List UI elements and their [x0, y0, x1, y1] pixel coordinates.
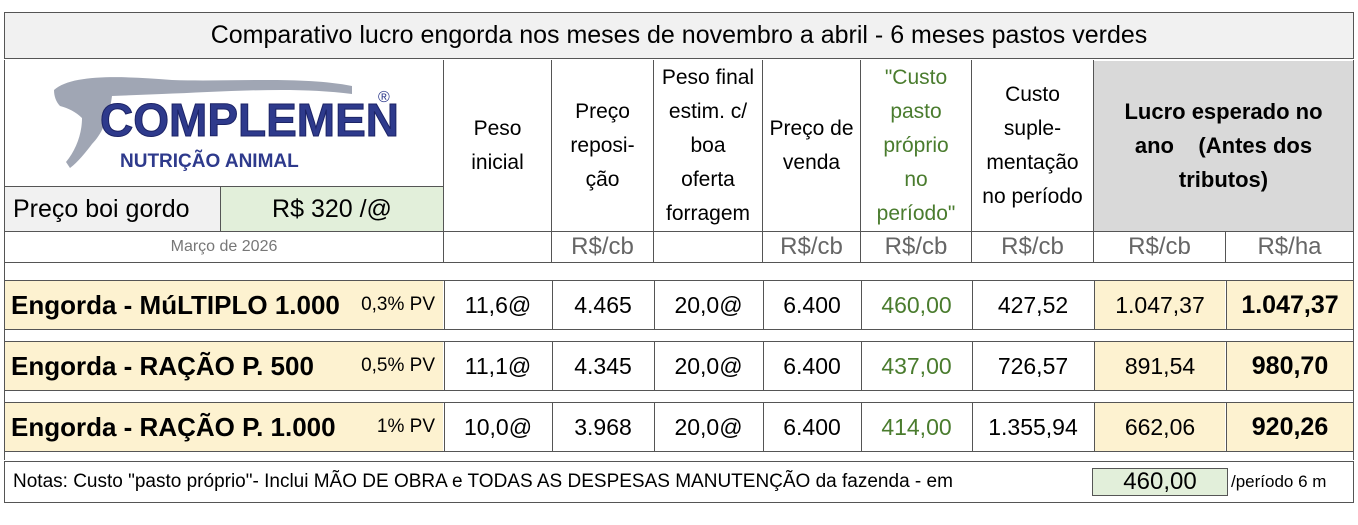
- grid-line: [653, 60, 654, 262]
- cell-peso-final: 20,0@: [654, 281, 762, 329]
- table-row: [4, 402, 1354, 452]
- lucro-header-bg: [1094, 61, 1353, 231]
- grid-line: [443, 60, 444, 262]
- row-name: Engorda - RAÇÃO P. 1.000: [11, 411, 336, 442]
- logo-subtitle: NUTRIÇÃO ANIMAL: [120, 150, 299, 172]
- unit-preco-venda: R$/cb: [780, 233, 843, 260]
- cell-peso-final: 20,0@: [654, 342, 762, 390]
- unit-preco-reposicao: R$/cb: [571, 233, 634, 260]
- cell-peso-final: 20,0@: [654, 403, 762, 451]
- cell-lucro-ha: 1.047,37: [1226, 281, 1353, 329]
- grid-line: [762, 60, 763, 262]
- header-custo-pasto: "Custo pasto próprio no período": [876, 66, 956, 225]
- unit-lucro-ha: R$/ha: [1257, 233, 1322, 260]
- cell-lucro-cb: 1.047,37: [1094, 281, 1225, 329]
- row-label: Engorda - RAÇÃO P. 500 0,5% PV: [5, 342, 443, 390]
- complemento-logo: COMPLEMENTO ® NUTRIÇÃO ANIMAL: [54, 77, 397, 172]
- grid-line: [860, 60, 861, 262]
- cell-custo-suplementacao: 1.355,94: [972, 403, 1093, 451]
- cell-lucro-ha: 980,70: [1226, 342, 1353, 390]
- cell-preco-reposicao: 4.345: [552, 342, 653, 390]
- row-pv: 1% PV: [376, 416, 435, 437]
- logo-brand: COMPLEMENTO: [100, 94, 397, 146]
- cell-lucro-cb: 891,54: [1094, 342, 1225, 390]
- cell-preco-venda: 6.400: [763, 342, 860, 390]
- header-preco-reposicao: Preço reposi-ção: [570, 100, 635, 191]
- cell-custo-suplementacao: 726,57: [972, 342, 1093, 390]
- row-name: Engorda - RAÇÃO P. 500: [11, 350, 314, 381]
- cell-custo-pasto: 437,00: [861, 342, 971, 390]
- price-label: Preço boi gordo: [5, 186, 221, 231]
- row-name: Engorda - MúLTIPLO 1.000: [11, 289, 340, 320]
- price-value: R$ 320 /@: [221, 186, 443, 231]
- logo-registered: ®: [378, 89, 390, 106]
- date-label: Março de 2026: [170, 238, 278, 255]
- table-row: [4, 280, 1354, 330]
- grid-line: [4, 231, 1354, 232]
- grid-line: [971, 60, 972, 262]
- table-row: [4, 341, 1354, 391]
- cell-custo-pasto: 414,00: [861, 403, 971, 451]
- header-custo-suplementacao: Custo suple-mentação no período: [982, 83, 1083, 208]
- header-lucro: Lucro esperado no ano (Antes dos tributos): [1124, 99, 1323, 192]
- row-pv: 0,3% PV: [361, 294, 435, 315]
- row-label: Engorda - RAÇÃO P. 1.000 1% PV: [5, 403, 443, 451]
- header-frame: [4, 60, 1354, 460]
- unit-custo-pasto: R$/cb: [884, 233, 948, 260]
- grid-line: [1093, 60, 1094, 262]
- bull-silhouette-icon: [54, 77, 352, 168]
- grid-line: [1225, 231, 1226, 262]
- table-title: Comparativo lucro engorda nos meses de n…: [4, 12, 1354, 59]
- header-preco-venda: Preço de venda: [769, 117, 854, 174]
- unit-lucro-cb: R$/cb: [1128, 233, 1191, 260]
- grid-line: [4, 262, 1354, 263]
- cell-peso-inicial: 11,1@: [444, 342, 551, 390]
- grid-line: [551, 60, 552, 262]
- row-pv: 0,5% PV: [361, 355, 435, 376]
- notes-value: 460,00: [1092, 468, 1228, 496]
- cell-peso-inicial: 11,6@: [444, 281, 551, 329]
- header-peso-inicial: Peso inicial: [471, 117, 524, 174]
- cell-preco-venda: 6.400: [763, 403, 860, 451]
- notes-suffix: /período 6 m: [1231, 472, 1327, 491]
- cell-peso-inicial: 10,0@: [444, 403, 551, 451]
- cell-custo-suplementacao: 427,52: [972, 281, 1093, 329]
- notes-text: Notas: Custo "pasto próprio"- Inclui MÃO…: [13, 471, 953, 492]
- cell-preco-reposicao: 4.465: [552, 281, 653, 329]
- cell-lucro-cb: 662,06: [1094, 403, 1225, 451]
- cell-preco-venda: 6.400: [763, 281, 860, 329]
- header-peso-final: Peso final estim. c/boa oferta forragem: [661, 66, 755, 225]
- cell-custo-pasto: 460,00: [861, 281, 971, 329]
- row-label: Engorda - MúLTIPLO 1.000 0,3% PV: [5, 281, 443, 329]
- notes-bar: Notas: Custo "pasto próprio"- Inclui MÃO…: [4, 461, 1354, 503]
- cell-lucro-ha: 920,26: [1226, 403, 1353, 451]
- cell-preco-reposicao: 3.968: [552, 403, 653, 451]
- unit-custo-suplementacao: R$/cb: [1001, 233, 1064, 260]
